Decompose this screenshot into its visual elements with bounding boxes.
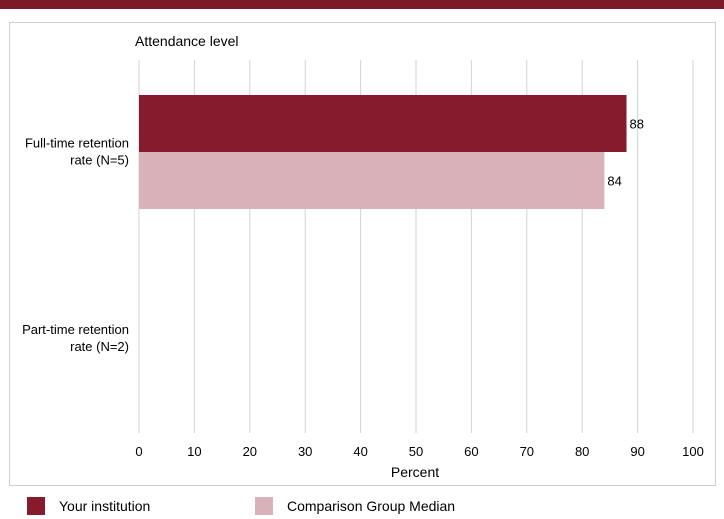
- x-tick-label: 50: [409, 444, 423, 459]
- data-labels: 88 84: [607, 117, 644, 189]
- header-rule: [0, 0, 724, 9]
- category-label: rate (N=2): [70, 339, 129, 354]
- y-axis-categories: Full-time retention rate (N=5) Part-time r…: [22, 136, 129, 355]
- x-tick-label: 70: [520, 444, 534, 459]
- bar-value-label: 84: [607, 174, 621, 189]
- x-tick-label: 10: [187, 444, 201, 459]
- x-axis-ticks: 0 10 20 30 40 50 60 70 80 90 100: [135, 444, 703, 459]
- bar-value-label: 88: [630, 117, 644, 132]
- legend-swatch: [255, 497, 273, 515]
- x-tick-label: 30: [298, 444, 312, 459]
- legend-swatch: [27, 497, 45, 515]
- x-tick-label: 0: [135, 444, 142, 459]
- x-tick-label: 60: [464, 444, 478, 459]
- bars: [139, 95, 627, 209]
- category-label: Part-time retention: [22, 322, 129, 337]
- category-label: rate (N=5): [70, 153, 129, 168]
- bar-chart: Attendance level 88 84 0 10 20 30 40 50 60 70 80 9…: [22, 33, 704, 480]
- legend-label: Your institution: [59, 498, 151, 514]
- bar: [139, 95, 627, 152]
- x-tick-label: 20: [243, 444, 257, 459]
- bar: [139, 152, 605, 209]
- legend-label: Comparison Group Median: [287, 498, 456, 514]
- x-tick-label: 100: [682, 444, 704, 459]
- legend: Your institution Comparison Group Median: [0, 487, 724, 519]
- x-axis-label: Percent: [391, 464, 439, 480]
- x-tick-label: 80: [575, 444, 589, 459]
- x-tick-label: 90: [630, 444, 644, 459]
- chart-title: Attendance level: [135, 33, 239, 49]
- category-label: Full-time retention: [25, 136, 129, 151]
- x-tick-label: 40: [353, 444, 367, 459]
